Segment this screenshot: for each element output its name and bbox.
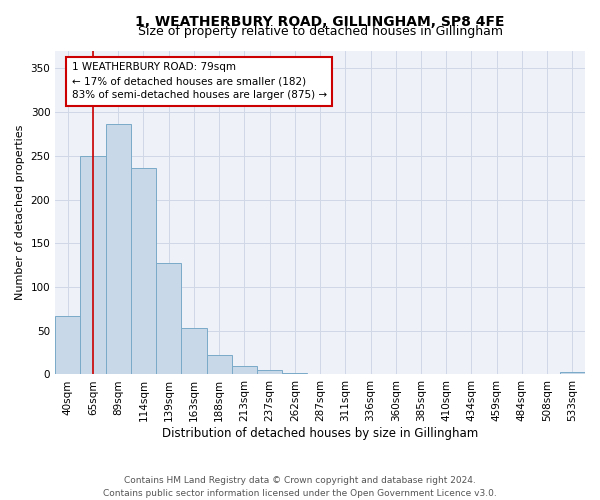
Bar — [206, 355, 232, 374]
Text: Size of property relative to detached houses in Gillingham: Size of property relative to detached ho… — [137, 25, 503, 38]
Bar — [257, 370, 282, 374]
Bar — [282, 372, 307, 374]
Bar — [55, 316, 80, 374]
Bar — [181, 328, 206, 374]
X-axis label: Distribution of detached houses by size in Gillingham: Distribution of detached houses by size … — [162, 427, 478, 440]
Y-axis label: Number of detached properties: Number of detached properties — [15, 125, 25, 300]
Text: 1 WEATHERBURY ROAD: 79sqm
← 17% of detached houses are smaller (182)
83% of semi: 1 WEATHERBURY ROAD: 79sqm ← 17% of detac… — [71, 62, 326, 100]
Bar — [232, 366, 257, 374]
Bar — [80, 156, 106, 374]
Title: 1, WEATHERBURY ROAD, GILLINGHAM, SP8 4FE: 1, WEATHERBURY ROAD, GILLINGHAM, SP8 4FE — [136, 15, 505, 29]
Bar — [156, 262, 181, 374]
Bar — [106, 124, 131, 374]
Text: Contains HM Land Registry data © Crown copyright and database right 2024.
Contai: Contains HM Land Registry data © Crown c… — [103, 476, 497, 498]
Bar — [560, 372, 585, 374]
Bar — [131, 168, 156, 374]
